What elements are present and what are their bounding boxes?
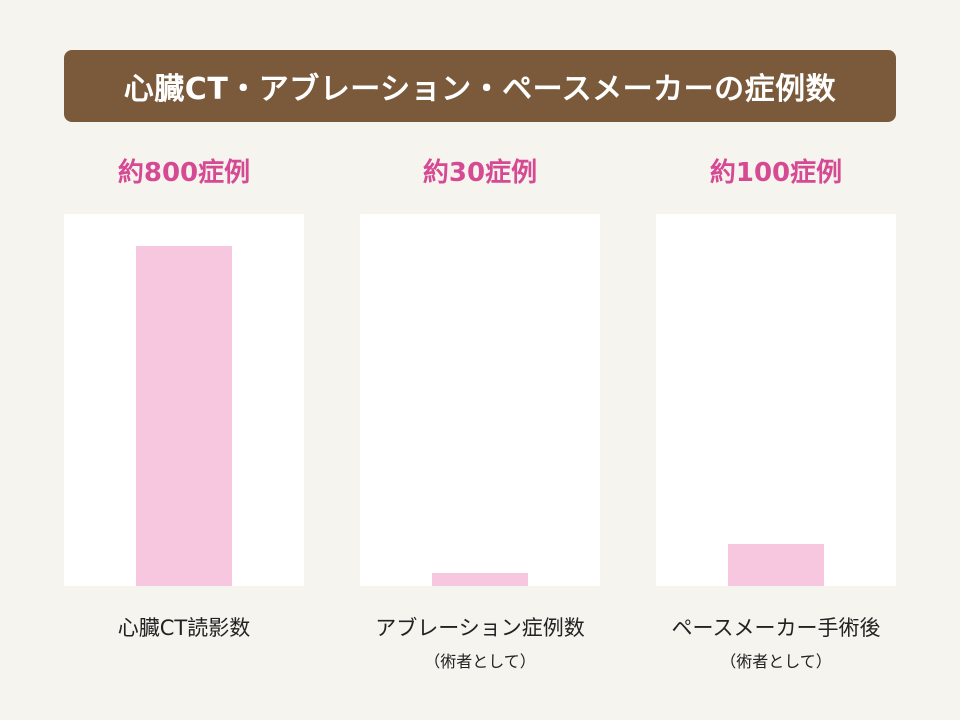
column-ct: 約800症例 心臓CT読影数 [64,150,304,710]
plot-box-ablation [360,214,600,586]
bar-ablation [432,573,528,586]
category-label-ct: 心臓CT読影数 [117,616,251,640]
value-label-pacemaker: 約100症例 [709,158,843,188]
chart-title-bar: 心臓CT・アブレーション・ペースメーカーの症例数 [64,50,896,122]
category-sub-ablation: （術者として） [424,652,536,671]
column-ablation: 約30症例 アブレーション症例数 （術者として） [360,150,600,710]
column-pacemaker: 約100症例 ペースメーカー手術後 （術者として） [656,150,896,710]
bar-pacemaker [728,543,824,586]
bar-ct [136,246,232,586]
value-label-ct: 約800症例 [117,158,251,188]
category-sub-pacemaker: （術者として） [720,652,832,671]
category-label-ablation: アブレーション症例数 [375,616,585,640]
chart-title: 心臓CT・アブレーション・ペースメーカーの症例数 [123,72,837,107]
plot-box-pacemaker [656,214,896,586]
category-label-pacemaker: ペースメーカー手術後 [671,616,881,640]
value-label-ablation: 約30症例 [422,158,538,188]
plot-box-ct [64,214,304,586]
